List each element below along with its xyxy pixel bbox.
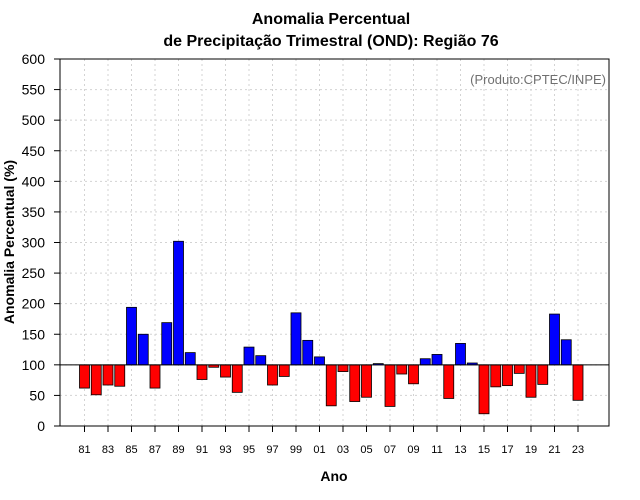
x-axis-label: Ano [320,468,347,484]
chart-title-line1: Anomalia Percentual [252,11,410,28]
x-tick-label: 87 [149,444,161,456]
x-tick-label: 81 [78,444,90,456]
y-tick-label: 550 [22,82,46,98]
bar-93 [220,364,231,378]
bar-82 [90,364,102,396]
x-tick-label: 09 [407,444,419,456]
bar-05 [361,364,372,398]
x-tick-label: 85 [125,444,137,456]
y-tick-label: 600 [22,51,46,67]
bar-04 [349,364,361,402]
x-tick-label: 83 [102,444,114,456]
bar-15 [478,364,490,415]
x-tick-label: 11 [431,444,442,456]
bar-02 [325,364,337,407]
bar-21 [549,313,560,366]
y-tick-label: 0 [37,418,45,434]
y-tick-label: 450 [22,143,46,159]
x-tick-label: 15 [478,444,490,456]
y-tick-label: 50 [29,387,45,403]
x-tick-label: 95 [243,444,255,456]
bar-07 [384,364,396,407]
bar-91 [196,364,208,380]
y-tick-label: 200 [22,296,46,312]
y-tick-label: 350 [22,204,46,220]
bar-12 [443,364,455,399]
x-tick-label: 23 [572,444,584,456]
bar-96 [255,355,267,366]
bar-16 [490,364,502,388]
bar-01 [314,356,325,366]
bar-89 [173,240,184,366]
y-tick-label: 100 [22,357,46,373]
y-tick-label: 250 [22,265,46,281]
bar-22 [560,339,572,366]
bar-13 [455,343,466,366]
bar-95 [243,346,255,366]
x-tick-label: 91 [196,444,208,456]
x-tick-label: 13 [454,444,466,456]
bars-group [79,240,584,415]
bar-20 [537,364,549,385]
y-axis: 0 50 100 150 200 250 300 350 400 450 500 550 600 [22,51,60,434]
y-axis-label: Anomalia Percentual (%) [1,160,17,324]
y-tick-label: 150 [22,326,46,342]
bar-85 [126,306,137,366]
x-tick-label: 01 [313,444,325,456]
y-tick-label: 500 [22,112,46,128]
bar-86 [137,333,149,366]
x-tick-label: 99 [290,444,302,456]
bar-88 [161,322,173,366]
bar-10 [419,358,431,366]
bar-08 [396,364,408,375]
x-tick-label: 89 [172,444,184,456]
x-tick-label: 17 [501,444,513,456]
bar-94 [231,364,243,393]
bar-99 [290,312,302,366]
bar-90 [184,352,196,366]
x-tick-label: 19 [525,444,537,456]
x-tick-label: 97 [266,444,278,456]
chart-title-line2: de Precipitação Trimestral (OND): Região… [163,33,498,50]
credit-text: (Produto:CPTEC/INPE) [470,72,606,87]
x-tick-label: 07 [384,444,396,456]
bar-97 [267,364,278,386]
bar-83 [102,364,114,386]
bar-23 [572,364,584,401]
bar-03 [337,364,349,372]
bar-17 [502,364,513,387]
bar-84 [114,364,126,387]
bar-87 [149,364,161,389]
bar-19 [525,364,537,398]
bar-00 [302,339,314,366]
bar-11 [431,354,443,366]
y-tick-label: 300 [22,235,46,251]
x-tick-label: 93 [219,444,231,456]
x-axis: 81 83 85 87 89 91 93 95 97 99 01 03 05 07 09 11 13 15 17 19… [78,426,584,456]
x-tick-label: 21 [548,444,560,456]
bar-98 [278,364,290,377]
bar-09 [408,364,419,385]
x-tick-label: 03 [337,444,349,456]
y-tick-label: 400 [22,173,46,189]
x-tick-label: 05 [360,444,372,456]
bar-81 [79,364,90,389]
bar-18 [513,364,525,374]
